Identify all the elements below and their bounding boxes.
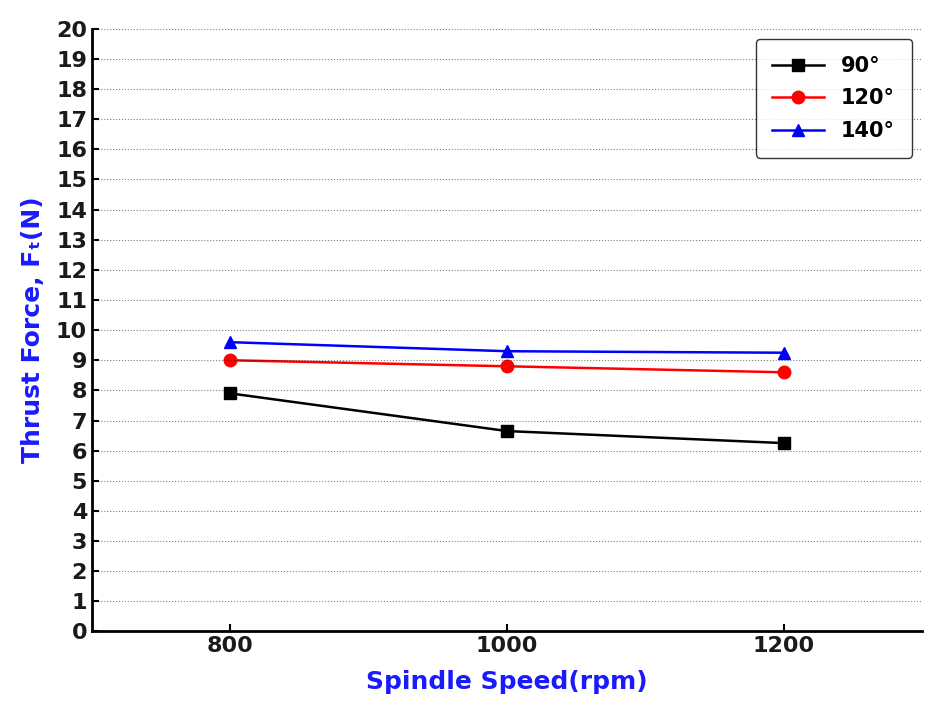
140° [224, 338, 236, 347]
140° [502, 347, 513, 355]
Line: 140°: 140° [224, 336, 790, 359]
X-axis label: Spindle Speed(rpm): Spindle Speed(rpm) [366, 670, 648, 694]
Y-axis label: Thrust Force, Fₜ(N): Thrust Force, Fₜ(N) [21, 197, 45, 463]
Line: 90°: 90° [224, 387, 790, 449]
Line: 120°: 120° [224, 354, 790, 378]
120° [502, 362, 513, 370]
90° [502, 427, 513, 435]
90° [224, 389, 236, 398]
120° [224, 356, 236, 365]
90° [778, 439, 789, 448]
120° [778, 368, 789, 377]
140° [778, 348, 789, 357]
Legend: 90°, 120°, 140°: 90°, 120°, 140° [755, 39, 912, 157]
